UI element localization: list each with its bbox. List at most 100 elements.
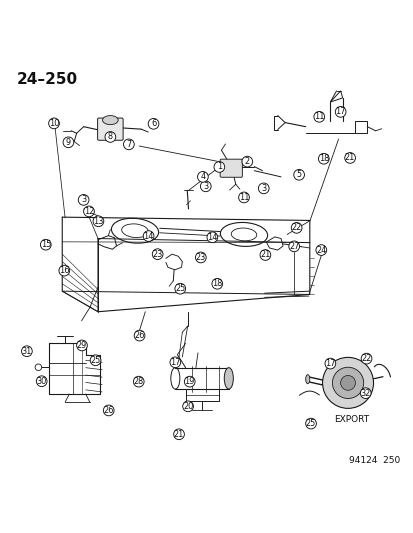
Text: 3: 3 (81, 196, 86, 204)
Text: 17: 17 (335, 107, 345, 116)
Circle shape (133, 376, 144, 387)
Text: 2: 2 (244, 157, 249, 166)
Circle shape (175, 284, 185, 294)
Text: 26: 26 (103, 406, 114, 415)
Circle shape (195, 252, 206, 263)
Circle shape (324, 358, 335, 369)
Circle shape (36, 376, 47, 386)
Text: 17: 17 (170, 358, 180, 367)
Circle shape (182, 401, 193, 411)
Text: 25: 25 (175, 284, 185, 293)
Circle shape (40, 239, 51, 250)
Text: 18: 18 (318, 154, 328, 163)
Circle shape (152, 249, 163, 260)
Text: 18: 18 (211, 279, 222, 288)
Circle shape (211, 278, 222, 289)
Circle shape (78, 195, 89, 205)
Text: 25: 25 (90, 356, 100, 365)
Text: 4: 4 (200, 172, 205, 181)
Circle shape (63, 137, 74, 148)
Circle shape (35, 364, 42, 370)
Circle shape (103, 405, 114, 416)
Text: 24: 24 (316, 246, 326, 255)
Text: 15: 15 (40, 240, 51, 249)
Text: 14: 14 (143, 231, 154, 240)
Text: 28: 28 (133, 377, 143, 386)
Ellipse shape (305, 375, 309, 384)
Text: 5: 5 (296, 171, 301, 179)
Circle shape (83, 206, 94, 217)
Circle shape (59, 265, 69, 276)
Circle shape (313, 111, 324, 122)
Text: 22: 22 (291, 223, 301, 232)
Text: 3: 3 (203, 182, 208, 191)
Circle shape (305, 418, 316, 429)
Circle shape (238, 192, 249, 203)
Circle shape (291, 222, 301, 233)
Text: 10: 10 (49, 119, 59, 128)
Circle shape (170, 357, 180, 368)
Circle shape (258, 183, 268, 193)
Text: 21: 21 (260, 251, 270, 260)
Circle shape (344, 152, 355, 163)
Ellipse shape (102, 116, 118, 125)
Text: 94124  250: 94124 250 (348, 456, 399, 465)
Text: 23: 23 (152, 249, 162, 259)
Text: 22: 22 (361, 354, 371, 363)
Text: 21: 21 (344, 154, 354, 163)
Circle shape (76, 340, 87, 351)
Text: 20: 20 (183, 402, 193, 411)
Text: 17: 17 (324, 359, 335, 368)
Circle shape (184, 376, 195, 387)
Text: 3: 3 (261, 184, 266, 193)
Text: 24–250: 24–250 (17, 71, 78, 86)
Text: 13: 13 (93, 217, 103, 226)
Circle shape (259, 249, 270, 260)
Text: 7: 7 (126, 140, 131, 149)
Circle shape (315, 245, 326, 255)
Text: 23: 23 (195, 253, 205, 262)
Text: 25: 25 (305, 419, 316, 428)
Circle shape (123, 139, 134, 150)
Circle shape (173, 429, 184, 440)
Text: 31: 31 (21, 346, 32, 356)
Text: 12: 12 (83, 207, 94, 216)
Text: 9: 9 (66, 138, 71, 147)
Circle shape (288, 241, 299, 252)
Text: 16: 16 (59, 266, 69, 275)
Circle shape (200, 181, 211, 192)
FancyBboxPatch shape (220, 159, 242, 177)
Circle shape (360, 353, 371, 364)
Text: 1: 1 (216, 163, 221, 172)
Circle shape (21, 346, 32, 357)
Text: 6: 6 (151, 119, 156, 128)
Circle shape (332, 367, 363, 399)
Text: 32: 32 (360, 389, 370, 398)
Circle shape (93, 216, 104, 227)
Circle shape (322, 358, 373, 408)
Text: 27: 27 (288, 242, 299, 251)
Text: 8: 8 (107, 133, 113, 141)
Ellipse shape (224, 368, 233, 389)
Circle shape (49, 118, 59, 129)
Circle shape (90, 355, 101, 366)
Circle shape (318, 154, 328, 164)
Text: 26: 26 (134, 331, 145, 340)
Text: 21: 21 (173, 430, 184, 439)
Text: 29: 29 (77, 341, 87, 350)
Circle shape (134, 330, 145, 341)
Circle shape (143, 231, 154, 241)
Text: 19: 19 (184, 377, 195, 386)
Circle shape (359, 388, 370, 399)
Circle shape (214, 161, 224, 172)
Text: 11: 11 (238, 193, 249, 202)
Text: 30: 30 (36, 377, 47, 386)
Text: 14: 14 (206, 233, 217, 242)
Text: EXPORT: EXPORT (334, 415, 369, 424)
Circle shape (293, 169, 304, 180)
Circle shape (335, 107, 345, 117)
Circle shape (340, 375, 355, 390)
Circle shape (241, 156, 252, 167)
Circle shape (206, 232, 217, 243)
Circle shape (197, 172, 208, 182)
